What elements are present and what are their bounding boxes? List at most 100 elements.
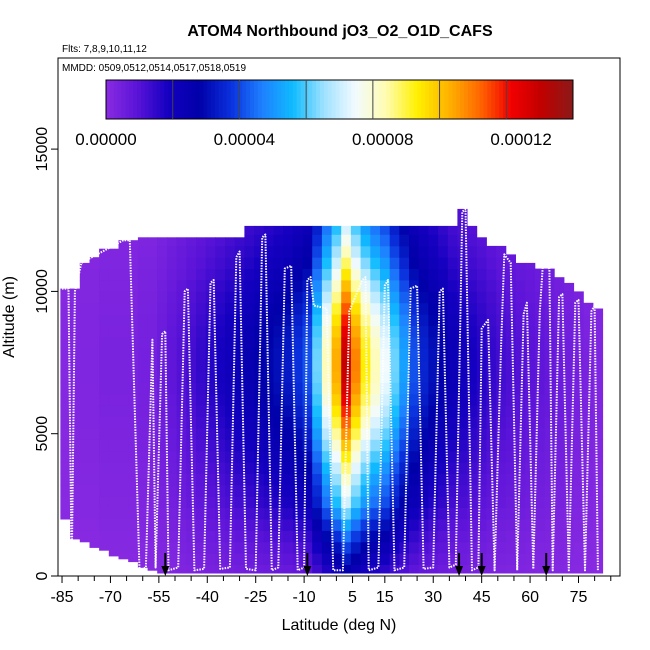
heat-cell <box>399 268 410 281</box>
heat-cell <box>321 348 332 361</box>
heat-cell <box>476 237 487 247</box>
heat-cell <box>447 405 458 417</box>
heat-cell <box>166 473 177 486</box>
heat-cell <box>137 280 148 292</box>
heat-cell <box>302 359 313 372</box>
heat-cell <box>525 484 536 497</box>
heat-cell <box>447 564 458 574</box>
heat-cell <box>486 405 497 417</box>
heat-cell <box>428 225 439 235</box>
heat-cell <box>341 302 352 315</box>
plot-frame <box>57 57 621 577</box>
heat-cell <box>108 553 119 557</box>
heat-cell <box>60 314 71 326</box>
heat-cell <box>583 325 594 338</box>
heat-cell <box>447 371 458 383</box>
heat-cell <box>447 450 458 463</box>
heat-cell <box>99 382 110 395</box>
heat-cell <box>118 507 129 520</box>
heat-cell <box>205 268 216 281</box>
heat-cell <box>467 257 478 269</box>
heat-cell <box>321 302 332 315</box>
heat-cell <box>409 496 420 509</box>
heat-cell <box>215 302 226 315</box>
heat-cell <box>89 450 100 463</box>
colorbar-segment <box>409 80 414 119</box>
heat-cell <box>544 450 555 463</box>
colorbar-segment <box>506 80 512 119</box>
heat-cell <box>312 371 323 383</box>
heat-cell <box>234 507 245 520</box>
heat-cell <box>409 382 420 395</box>
heat-cell <box>505 462 516 474</box>
heat-cell <box>205 439 216 452</box>
heat-cell <box>234 439 245 452</box>
heat-cell <box>486 507 497 520</box>
heat-cell <box>60 496 71 509</box>
heat-cell <box>399 280 410 292</box>
heat-cell <box>389 507 400 520</box>
heat-cell <box>428 234 439 247</box>
colorbar-segment <box>456 80 461 119</box>
heat-cell <box>331 325 342 338</box>
heat-cell <box>292 428 303 440</box>
heat-cell <box>593 314 604 326</box>
heat-cell <box>263 473 274 486</box>
heat-cell <box>89 348 100 361</box>
arrow-head <box>542 566 551 576</box>
heat-cell <box>137 336 148 349</box>
x-tick-label: -85 <box>50 589 73 606</box>
heat-cell <box>215 462 226 474</box>
heat-cell <box>186 348 197 361</box>
colorbar-segment <box>218 80 224 119</box>
heat-cell <box>389 359 400 372</box>
heat-cell <box>496 393 507 406</box>
heat-cell <box>409 314 420 326</box>
heat-cell <box>99 541 110 551</box>
heat-cell <box>196 245 207 258</box>
heat-cell <box>157 359 168 372</box>
heat-cell <box>244 291 255 304</box>
heat-cell <box>370 393 381 406</box>
heat-cell <box>496 382 507 395</box>
heat-cell <box>380 541 391 554</box>
heat-cell <box>215 428 226 440</box>
heat-cell <box>205 371 216 383</box>
heat-cell <box>525 496 536 509</box>
heat-cell <box>350 507 361 520</box>
heat-cell <box>196 237 207 247</box>
heat-cell <box>283 234 294 247</box>
heat-cell <box>447 348 458 361</box>
heat-cell <box>176 257 187 269</box>
heat-cell <box>331 462 342 474</box>
heat-cell <box>215 484 226 497</box>
heat-cell <box>496 245 507 258</box>
heat-cell <box>137 416 148 429</box>
heat-cell <box>166 416 177 429</box>
heat-cell <box>147 371 158 383</box>
heat-cell <box>108 382 119 395</box>
heat-cell <box>457 484 468 497</box>
heat-cell <box>60 439 71 452</box>
heat-cell <box>564 484 575 497</box>
heat-cell <box>564 371 575 383</box>
heat-cell <box>234 553 245 565</box>
arrow-marker <box>477 553 486 576</box>
heat-cell <box>331 428 342 440</box>
heat-cell <box>263 541 274 554</box>
heat-cell <box>176 280 187 292</box>
heat-cell <box>273 484 284 497</box>
heat-cell <box>564 382 575 395</box>
heat-cell <box>283 462 294 474</box>
heat-cell <box>380 257 391 269</box>
heat-cell <box>157 507 168 520</box>
colorbar-segment <box>137 80 142 119</box>
heat-cell <box>389 291 400 304</box>
heat-cell <box>418 564 429 574</box>
heat-cell <box>534 519 545 531</box>
heat-cell <box>564 507 575 520</box>
heat-cell <box>409 462 420 474</box>
heat-cell <box>176 348 187 361</box>
colorbar-segment <box>413 80 418 119</box>
colorbar-segment <box>425 80 430 119</box>
